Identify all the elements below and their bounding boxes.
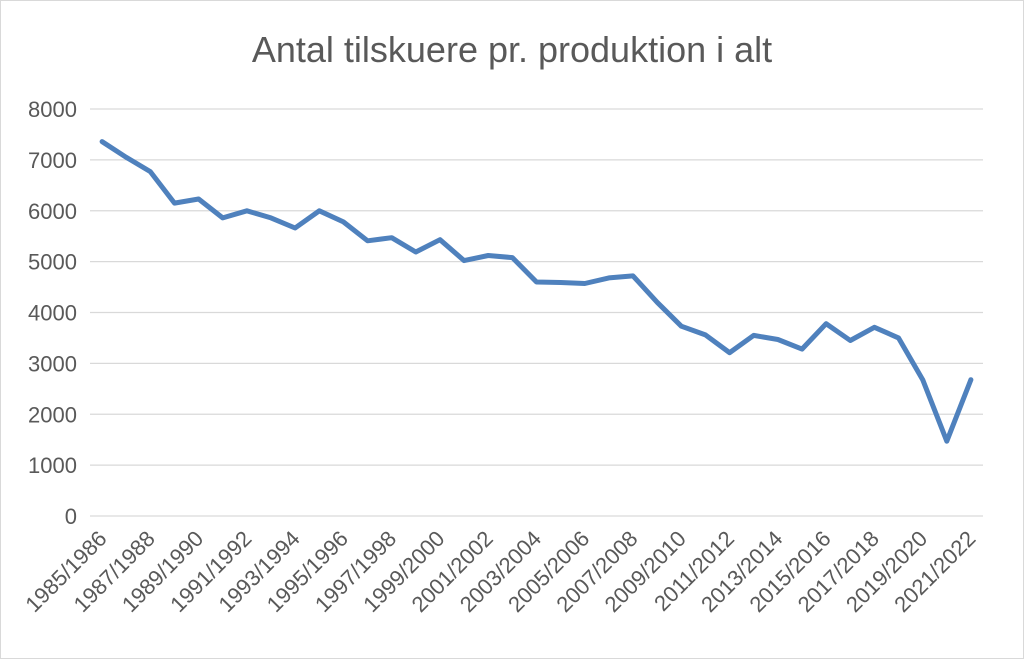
y-axis-ticks: 0 1000 2000 3000 4000 5000 6000 7000 8000 <box>28 97 77 529</box>
y-tick-label: 6000 <box>28 199 77 224</box>
y-tick-label: 2000 <box>28 402 77 427</box>
y-tick-label: 0 <box>65 504 77 529</box>
chart-title: Antal tilskuere pr. produktion i alt <box>252 29 772 70</box>
x-axis-ticks: 1985/19861987/19881989/19901991/19921993… <box>20 526 980 617</box>
y-tick-label: 1000 <box>28 453 77 478</box>
y-tick-label: 3000 <box>28 351 77 376</box>
y-tick-label: 4000 <box>28 301 77 326</box>
y-tick-label: 8000 <box>28 97 77 122</box>
y-tick-label: 5000 <box>28 250 77 275</box>
y-tick-label: 7000 <box>28 148 77 173</box>
gridlines <box>90 108 983 517</box>
series-layer <box>99 139 974 444</box>
series-line <box>99 139 974 444</box>
